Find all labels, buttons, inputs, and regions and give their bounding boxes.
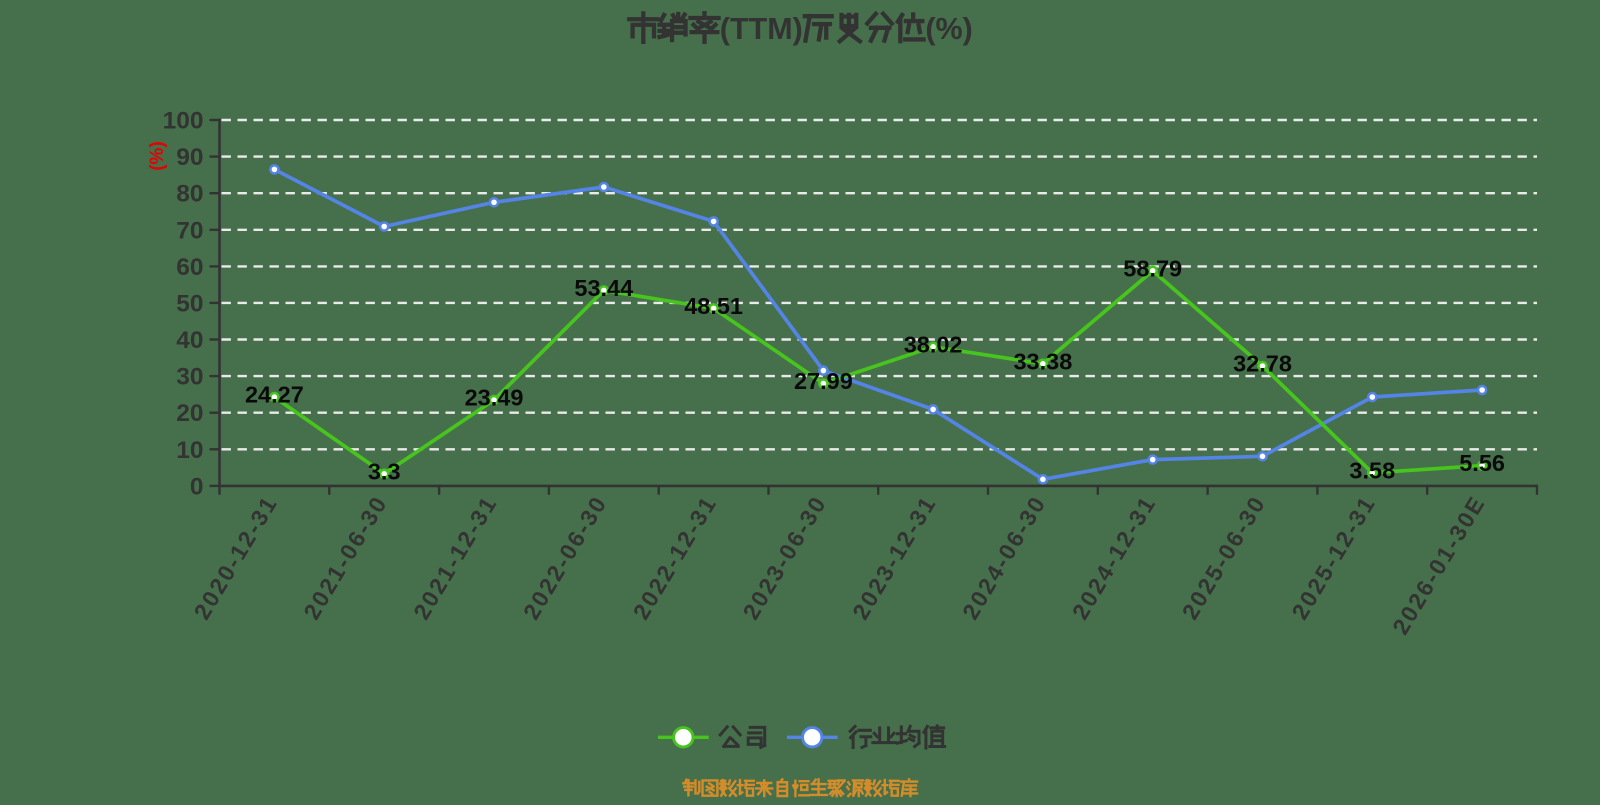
svg-text:(%): (%) (147, 141, 168, 171)
svg-text:50: 50 (176, 290, 203, 317)
svg-text:5.56: 5.56 (1459, 450, 1505, 476)
svg-text:27.99: 27.99 (794, 368, 853, 394)
svg-text:80: 80 (176, 181, 203, 208)
svg-text:53.44: 53.44 (574, 275, 633, 301)
svg-text:70: 70 (176, 217, 203, 244)
svg-text:30: 30 (176, 364, 203, 391)
svg-text:32.78: 32.78 (1233, 351, 1292, 377)
svg-text:58.79: 58.79 (1123, 255, 1182, 281)
svg-text:20: 20 (176, 400, 203, 427)
svg-text:48.51: 48.51 (684, 293, 743, 319)
svg-text:(TTM): (TTM) (720, 12, 803, 46)
svg-text:100: 100 (163, 108, 204, 135)
svg-text:3.3: 3.3 (368, 458, 401, 484)
svg-text:3.58: 3.58 (1349, 457, 1395, 483)
svg-text:40: 40 (176, 327, 203, 354)
svg-text:23.49: 23.49 (465, 385, 524, 411)
svg-text:24.27: 24.27 (245, 382, 304, 408)
svg-text:38.02: 38.02 (904, 331, 963, 357)
svg-text:10: 10 (176, 437, 203, 464)
svg-text:33.38: 33.38 (1013, 348, 1072, 374)
svg-text:60: 60 (176, 254, 203, 281)
svg-text:0: 0 (190, 473, 204, 500)
svg-text:90: 90 (176, 144, 203, 171)
svg-text:(%): (%) (925, 12, 972, 46)
